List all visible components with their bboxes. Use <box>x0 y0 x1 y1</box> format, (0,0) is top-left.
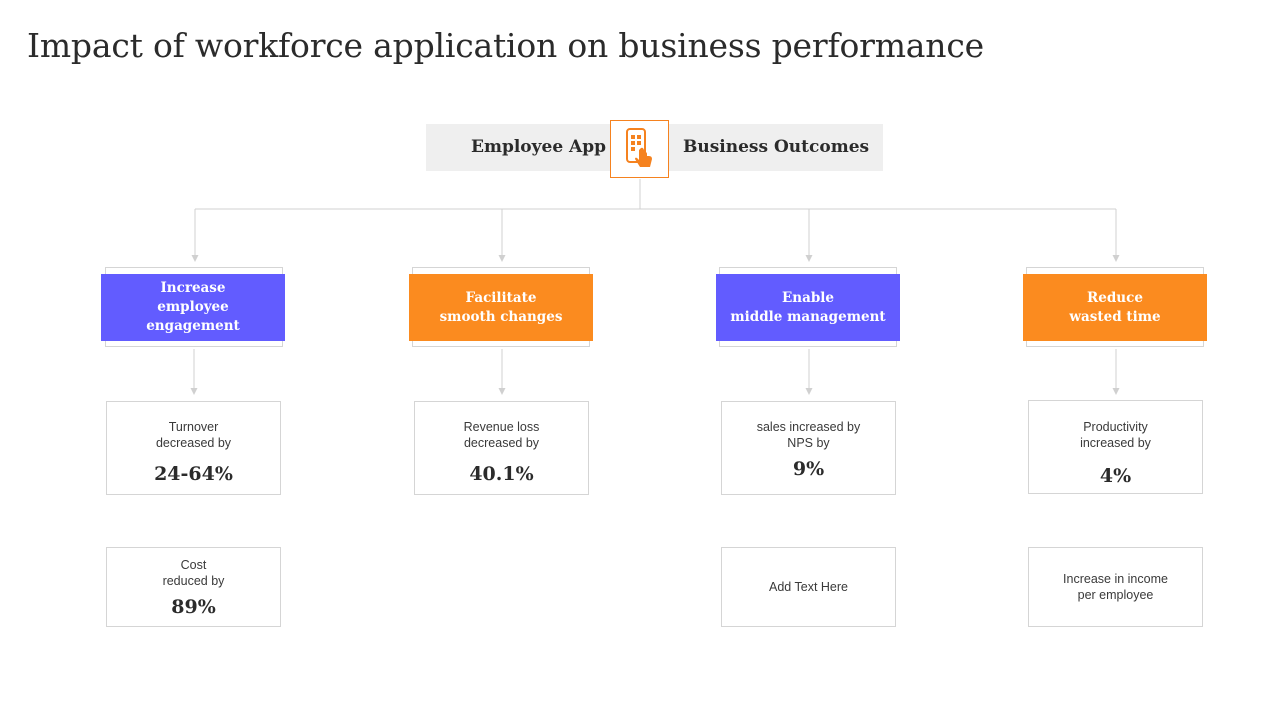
stat-productivity: Productivity increased by 4% <box>1028 400 1203 494</box>
stat-value: 24-64% <box>154 463 233 485</box>
stat-income-per-employee: Increase in income per employee <box>1028 547 1203 627</box>
category-facilitate-changes: Facilitate smooth changes <box>409 274 593 341</box>
category-label: Facilitate smooth changes <box>439 289 563 325</box>
stat-turnover: Turnover decreased by 24-64% <box>106 401 281 495</box>
stat-value: 40.1% <box>469 463 534 485</box>
stat-value: 89% <box>171 596 216 618</box>
stat-sales-nps: sales increased by NPS by 9% <box>721 401 896 495</box>
employee-app-label: Employee App <box>471 137 607 157</box>
stat-label: sales increased by NPS by <box>756 420 861 450</box>
category-increase-engagement: Increase employee engagement <box>101 274 285 341</box>
category-label: Enable middle management <box>730 289 886 325</box>
stat-placeholder: Add Text Here <box>721 547 896 627</box>
category-enable-middle-management: Enable middle management <box>716 274 900 341</box>
stat-label: Increase in income per employee <box>1063 572 1168 602</box>
page-title: Impact of workforce application on busin… <box>27 26 984 65</box>
stat-value: 9% <box>792 458 825 480</box>
mobile-app-tap-icon <box>626 128 652 167</box>
stat-label: Turnover decreased by <box>155 420 232 450</box>
business-outcomes-label: Business Outcomes <box>683 137 870 157</box>
category-label: Increase employee engagement <box>146 280 240 334</box>
stat-label: Revenue loss decreased by <box>463 420 540 450</box>
stat-revenue-loss: Revenue loss decreased by 40.1% <box>414 401 589 495</box>
app-icon-box <box>610 120 669 178</box>
stat-label: Add Text Here <box>769 580 848 594</box>
stat-value: 4% <box>1099 465 1132 487</box>
stat-cost: Cost reduced by 89% <box>106 547 281 627</box>
category-reduce-wasted-time: Reduce wasted time <box>1023 274 1207 341</box>
stat-label: Cost reduced by <box>162 558 225 588</box>
stat-label: Productivity increased by <box>1080 420 1151 450</box>
category-label: Reduce wasted time <box>1069 289 1161 325</box>
